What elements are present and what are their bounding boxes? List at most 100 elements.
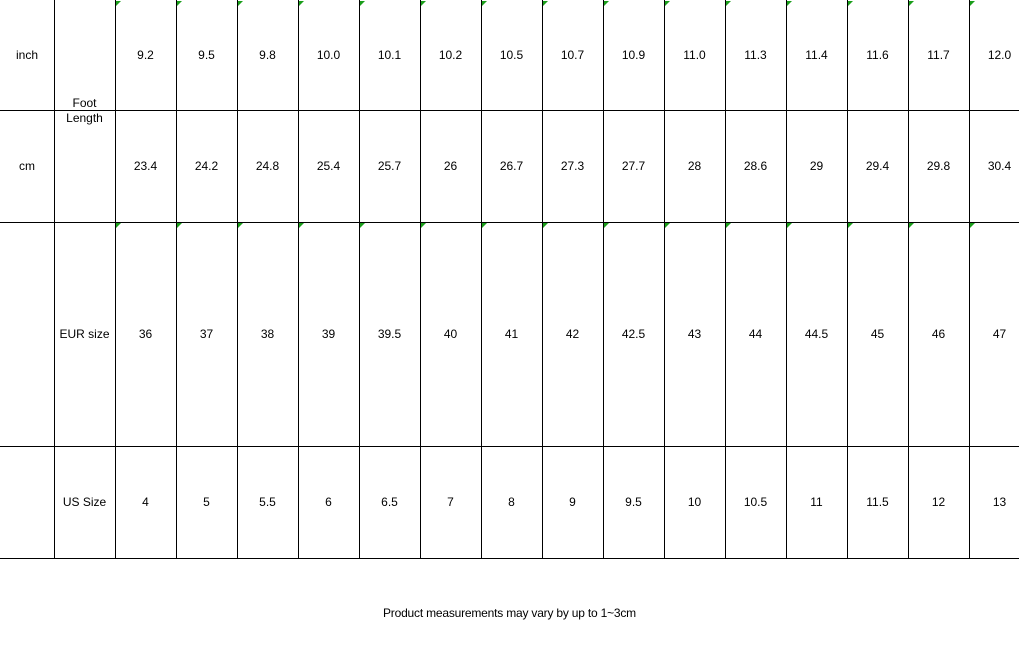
column-border [847, 0, 848, 559]
table-cell: 47 [992, 326, 1007, 341]
table-cell: 24.2 [194, 158, 219, 173]
table-cell: 39 [321, 326, 336, 341]
text-indicator [848, 1, 853, 6]
row-border [0, 110, 1019, 111]
text-indicator [238, 223, 243, 228]
text-indicator [604, 1, 609, 6]
table-cell: 12 [931, 494, 946, 509]
table-cell: 11.0 [683, 47, 706, 62]
text-indicator [299, 223, 304, 228]
table-cell: 9 [569, 494, 576, 509]
column-border [298, 0, 299, 559]
table-cell: 45 [870, 326, 885, 341]
table-cell: 23.4 [133, 158, 158, 173]
table-cell: 5 [203, 494, 210, 509]
text-indicator [970, 223, 975, 228]
table-cell: 9.2 [137, 47, 154, 62]
table-cell: 11.5 [866, 494, 889, 509]
text-indicator [787, 223, 792, 228]
table-cell: 13 [992, 494, 1007, 509]
column-border [664, 0, 665, 559]
table-cell: 40 [443, 326, 458, 341]
column-border [359, 0, 360, 559]
table-cell: 29.8 [926, 158, 951, 173]
text-indicator [909, 223, 914, 228]
text-indicator [543, 1, 548, 6]
column-border [237, 0, 238, 559]
column-border [542, 0, 543, 559]
text-indicator [360, 223, 365, 228]
table-cell: 12.0 [987, 47, 1012, 62]
table-cell: 10.2 [438, 47, 463, 62]
text-indicator [421, 1, 426, 6]
text-indicator [116, 223, 121, 228]
table-cell: 46 [931, 326, 946, 341]
table-cell: 6.5 [381, 494, 398, 509]
text-indicator [238, 1, 243, 6]
text-indicator [299, 1, 304, 6]
table-cell: 8 [508, 494, 515, 509]
table-cell: 10.7 [560, 47, 585, 62]
text-indicator [543, 223, 548, 228]
text-indicator [787, 1, 792, 6]
table-cell: 27.3 [560, 158, 585, 173]
table-cell: 25.7 [377, 158, 402, 173]
table-cell: 10.9 [621, 47, 646, 62]
table-cell: 10.1 [377, 47, 402, 62]
group-label: Foot Length [66, 96, 103, 125]
text-indicator [177, 1, 182, 6]
table-cell: 26 [443, 158, 458, 173]
text-indicator [726, 223, 731, 228]
table-cell: 25.4 [316, 158, 341, 173]
table-cell: 26.7 [499, 158, 524, 173]
table-cell: 29 [809, 158, 824, 173]
table-cell: 11.6 [866, 47, 889, 62]
table-cell: 6 [325, 494, 332, 509]
table-cell: 10.5 [743, 494, 768, 509]
text-indicator [665, 1, 670, 6]
column-border [481, 0, 482, 559]
text-indicator [116, 1, 121, 6]
row-border [0, 222, 1019, 223]
table-cell: 10 [687, 494, 702, 509]
column-border [176, 0, 177, 559]
table-cell: 30.4 [987, 158, 1012, 173]
text-indicator [421, 223, 426, 228]
footnote: Product measurements may vary by up to 1… [383, 606, 636, 620]
column-border [54, 0, 55, 559]
row-border [0, 446, 1019, 447]
table-cell: 9.5 [198, 47, 215, 62]
table-cell: 11.4 [805, 47, 828, 62]
row-label: US Size [62, 494, 107, 509]
table-cell: 42 [565, 326, 580, 341]
table-cell: 28 [687, 158, 702, 173]
table-cell: 37 [199, 326, 214, 341]
text-indicator [909, 1, 914, 6]
text-indicator [360, 1, 365, 6]
table-cell: 11.3 [744, 47, 767, 62]
column-border [908, 0, 909, 559]
table-cell: 5.5 [259, 494, 276, 509]
table-cell: 43 [687, 326, 702, 341]
table-cell: 9.5 [625, 494, 642, 509]
column-border [969, 0, 970, 559]
table-cell: 44.5 [804, 326, 829, 341]
table-cell: 29.4 [865, 158, 890, 173]
table-cell: 9.8 [259, 47, 276, 62]
row-label: cm [19, 158, 35, 173]
table-cell: 10.0 [316, 47, 341, 62]
table-cell: 27.7 [621, 158, 646, 173]
text-indicator [482, 223, 487, 228]
text-indicator [177, 223, 182, 228]
column-border [786, 0, 787, 559]
column-border [725, 0, 726, 559]
row-label: inch [15, 47, 38, 62]
text-indicator [482, 1, 487, 6]
text-indicator [970, 1, 975, 6]
table-cell: 38 [260, 326, 275, 341]
row-border [0, 558, 1019, 559]
row-label: EUR size [59, 326, 110, 341]
table-cell: 41 [504, 326, 519, 341]
column-border [420, 0, 421, 559]
